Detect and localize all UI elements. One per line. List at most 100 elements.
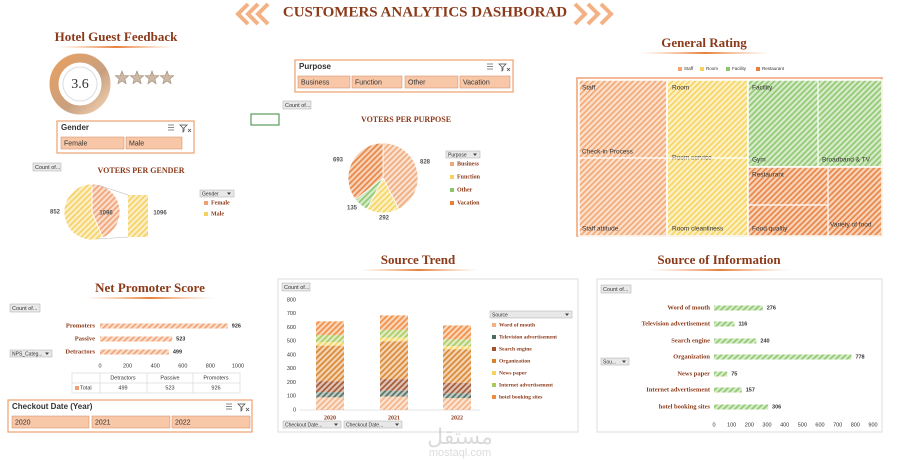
- field-button-label: Count of...: [12, 306, 38, 312]
- field-button-label: Count of...: [285, 103, 311, 109]
- star: [114, 70, 130, 85]
- underline: [56, 46, 176, 48]
- field-button[interactable]: [282, 100, 312, 110]
- legend-swatch: [678, 67, 682, 71]
- section-title: General Rating: [661, 35, 747, 50]
- bar: [714, 321, 735, 327]
- watermark: mostaql.com: [429, 447, 491, 459]
- multi-select-icon[interactable]: [226, 403, 232, 410]
- bar: [714, 404, 769, 410]
- multi-select-icon[interactable]: [168, 124, 174, 131]
- slicer-item[interactable]: [351, 75, 403, 89]
- dropdown-arrow: [395, 423, 399, 426]
- legend-label: hotel booking sites: [499, 394, 542, 400]
- data-label: 240: [760, 338, 769, 344]
- data-label: 306: [772, 404, 781, 410]
- rating-value: 3.6: [71, 77, 89, 92]
- underline: [650, 269, 790, 271]
- clear-filter-icon[interactable]: [498, 63, 511, 72]
- x-tick-label: 700: [833, 422, 842, 428]
- legend-swatch: [492, 383, 496, 387]
- legend-label: Television advertisement: [499, 334, 557, 340]
- bar-segment: [380, 396, 408, 410]
- data-label: 135: [347, 206, 358, 212]
- legend-swatch: [726, 67, 730, 71]
- underline: [640, 52, 770, 54]
- bar: [714, 371, 728, 377]
- dropdown[interactable]: [9, 349, 53, 358]
- bar-segment: [443, 398, 471, 410]
- slicer-item[interactable]: [171, 415, 251, 429]
- chevrons: [235, 2, 614, 26]
- bar-segment: [443, 382, 471, 394]
- slicer-item[interactable]: [125, 136, 183, 150]
- dropdown[interactable]: [343, 420, 403, 429]
- slicer-item[interactable]: [459, 75, 511, 89]
- clear-filter-icon[interactable]: [237, 403, 250, 412]
- bar: [100, 336, 173, 342]
- dropdown-arrow: [334, 423, 338, 426]
- dropdown[interactable]: [600, 357, 630, 366]
- table-header: Passive: [160, 375, 179, 381]
- legend-swatch: [700, 67, 704, 71]
- clear-filter-icon[interactable]: [179, 124, 192, 133]
- x-tick-label: 900: [868, 422, 877, 428]
- x-tick-label: 100: [727, 422, 736, 428]
- dropdown-arrow: [622, 360, 626, 363]
- selection-box: [250, 113, 280, 126]
- legend-swatch: [75, 386, 79, 390]
- y-tick-label: 100: [287, 394, 296, 400]
- treemap-group: [747, 166, 883, 237]
- multi-select-icon[interactable]: [487, 63, 493, 70]
- slicer-item[interactable]: [297, 75, 351, 89]
- x-tick-label: 2022: [451, 415, 463, 421]
- dropdown[interactable]: [489, 310, 573, 319]
- bar-segment: [316, 345, 344, 382]
- dropdown[interactable]: [282, 420, 342, 429]
- legend-label: Function: [457, 174, 481, 180]
- legend-label: Business: [457, 161, 480, 167]
- field-button[interactable]: [600, 284, 632, 294]
- category-label: Detractors: [65, 348, 95, 355]
- dropdown-arrow: [45, 352, 49, 355]
- field-button[interactable]: [281, 282, 311, 292]
- field-button[interactable]: [9, 303, 41, 313]
- slicer-item[interactable]: [404, 75, 459, 89]
- bar-segment: [380, 337, 408, 342]
- legend-swatch: [756, 67, 760, 71]
- bar-segment: [316, 321, 344, 336]
- underline: [85, 297, 215, 299]
- dropdown-label: Gender: [202, 191, 219, 197]
- pie-slice: [382, 142, 419, 210]
- treemap-group-label: Restaurant: [752, 172, 784, 179]
- slicer-item[interactable]: [11, 415, 90, 429]
- field-button[interactable]: [32, 162, 62, 172]
- dropdown[interactable]: [199, 189, 235, 198]
- x-tick-label: 600: [815, 422, 824, 428]
- legend-label: Room: [706, 66, 718, 71]
- category-label: Passive: [75, 335, 95, 342]
- slicer-item-label: Male: [129, 140, 144, 147]
- data-label: 292: [379, 216, 390, 222]
- star: [159, 70, 175, 85]
- legend-swatch: [492, 323, 496, 327]
- chart-title: VOTERS PER GENDER: [98, 166, 185, 175]
- legend-label: Search engine: [499, 346, 532, 352]
- table-cell: 926: [211, 385, 220, 391]
- treemap-group-label: Staff: [582, 85, 595, 92]
- dropdown-label: Checkout Date...: [346, 422, 383, 428]
- dropdown-label: Source: [492, 312, 508, 318]
- slicer-item[interactable]: [60, 136, 125, 150]
- treemap-leaf-label: Gym: [752, 157, 766, 164]
- bar-segment: [316, 397, 344, 410]
- data-label: 116: [738, 321, 747, 327]
- x-tick-label: 0: [712, 422, 715, 428]
- slicer-title: Purpose: [299, 62, 332, 71]
- x-tick-label: 0: [98, 363, 101, 369]
- legend-label: Organization: [499, 358, 530, 364]
- table-cell: 499: [118, 385, 127, 391]
- star: [129, 70, 145, 85]
- legend-swatch: [450, 201, 454, 205]
- slicer-item[interactable]: [91, 415, 171, 429]
- dropdown[interactable]: [445, 150, 481, 159]
